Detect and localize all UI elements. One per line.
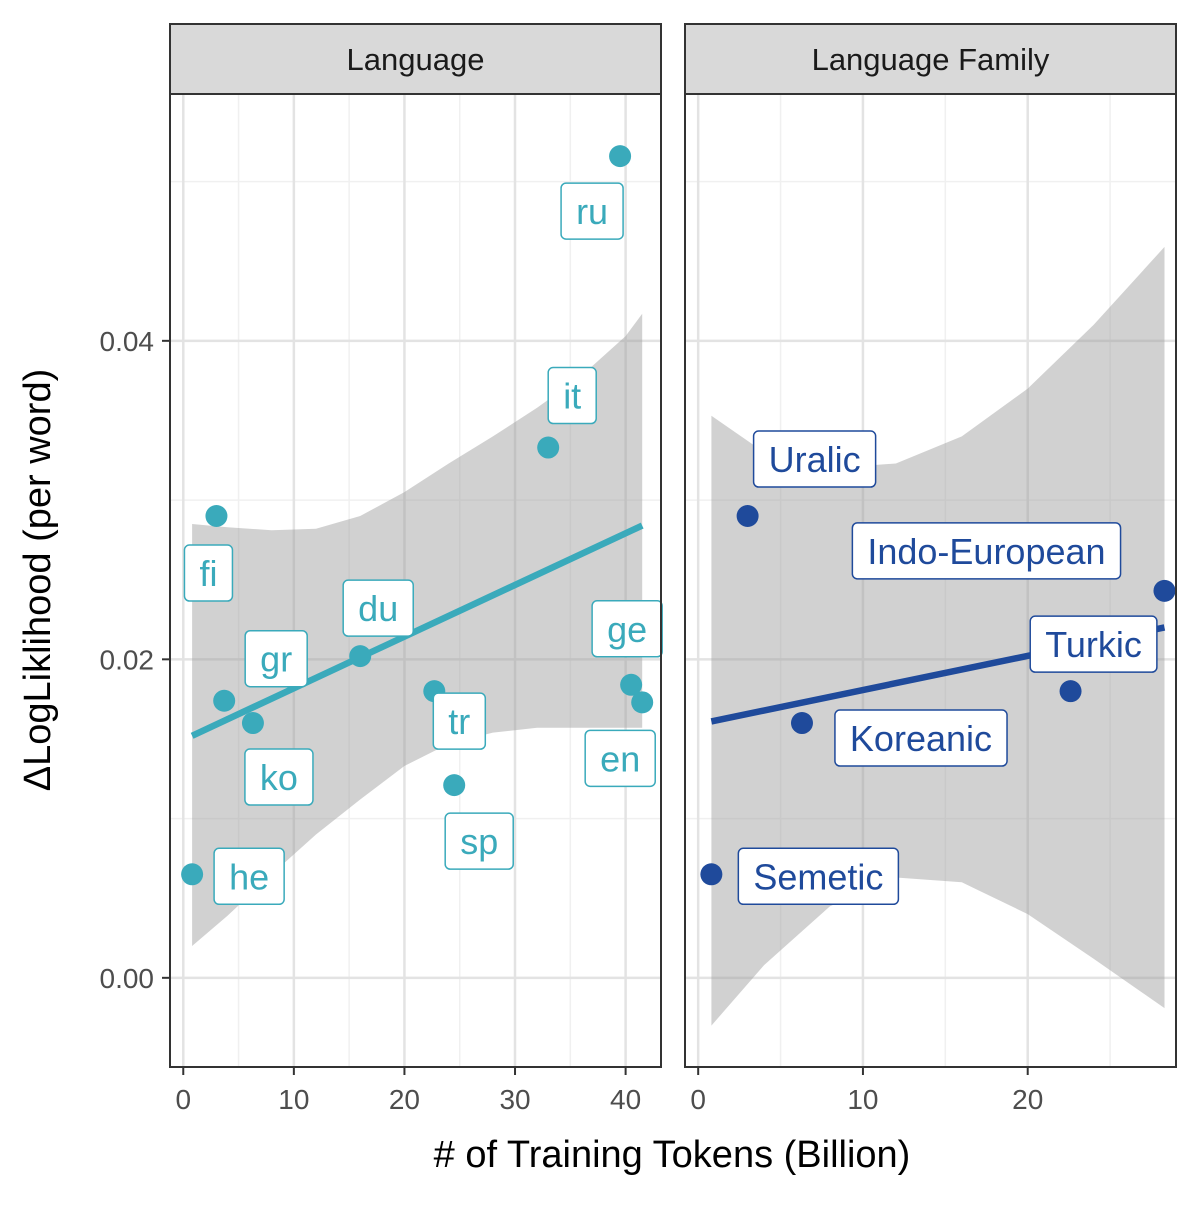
x-tick-label: 10 (278, 1084, 309, 1115)
point-label-he: he (229, 856, 269, 897)
panel-1: ru it fi du ge en gr ko tr sp he Language 0 10 20 30 40 0… (100, 23, 663, 1115)
point-label-box (560, 182, 624, 240)
point-label-box (547, 366, 597, 425)
x-tick-label: 20 (389, 1084, 420, 1115)
point-label-uralic: Uralic (769, 439, 861, 480)
facet-strip (169, 23, 662, 95)
facet-strip-label: Language (347, 42, 485, 77)
point-label-indo-european: Indo-European (867, 531, 1105, 572)
confidence-band (711, 246, 1165, 1026)
data-point-sp (443, 774, 466, 797)
data-point-ge (620, 673, 643, 696)
point-label-box (444, 812, 514, 870)
point-label-fi: fi (199, 553, 217, 594)
data-point-it (537, 436, 560, 459)
data-point-turkic (1059, 680, 1082, 703)
point-label-box (834, 709, 1008, 767)
point-label-gr: gr (260, 639, 292, 680)
point-label-box (342, 579, 414, 637)
data-point-semetic (700, 863, 723, 886)
point-label-tr: tr (448, 701, 470, 742)
x-tick-label: 30 (499, 1084, 530, 1115)
x-tick-label: 40 (610, 1084, 641, 1115)
facet-strip (684, 23, 1177, 95)
point-label-ko: ko (260, 757, 298, 798)
point-label-semetic: Semetic (753, 856, 883, 897)
data-point-indo-european (1153, 579, 1176, 602)
data-point-uralic (736, 505, 759, 528)
point-label-box (737, 847, 900, 906)
x-axis-title: # of Training Tokens (Billion) (434, 1134, 911, 1176)
point-label-ge: ge (607, 609, 647, 650)
data-point-du (349, 645, 372, 668)
point-label-koreanic: Koreanic (850, 718, 992, 759)
y-tick-label: 0.02 (100, 644, 155, 675)
point-label-en: en (600, 738, 640, 779)
data-point-he (181, 863, 204, 886)
data-point-fi (205, 505, 228, 528)
point-label-it: it (563, 375, 581, 416)
x-tick-label: 0 (175, 1084, 191, 1115)
point-label-box (432, 692, 487, 750)
point-label-box (591, 600, 663, 658)
point-label-du: du (358, 588, 398, 629)
point-label-box (752, 430, 877, 488)
regression-line (190, 522, 644, 739)
facet-strip-label: Language Family (812, 42, 1050, 77)
point-label-box (584, 729, 656, 788)
point-label-box (244, 748, 314, 806)
x-tick-label: 10 (847, 1084, 878, 1115)
point-label-turkic: Turkic (1045, 624, 1142, 665)
data-point-koreanic (790, 712, 813, 735)
data-point-en (631, 691, 654, 714)
x-tick-label: 20 (1012, 1084, 1043, 1115)
y-axis-title: ΔLogLiklihood (per word) (17, 369, 59, 792)
y-tick-label: 0.04 (100, 326, 155, 357)
data-point-ko (241, 712, 264, 735)
point-label-box (851, 522, 1122, 580)
point-label-box (213, 847, 285, 906)
point-label-sp: sp (460, 821, 498, 862)
point-label-box (183, 544, 234, 602)
point-label-ru: ru (576, 191, 608, 232)
point-label-box (244, 629, 308, 688)
panel-2: Uralic Indo-European Turkic Koreanic Semetic… (684, 23, 1177, 1115)
y-tick-label: 0.00 (100, 963, 155, 994)
x-tick-label: 0 (690, 1084, 706, 1115)
point-label-box (1029, 615, 1158, 673)
data-point-gr (213, 689, 236, 712)
data-point-ru (609, 145, 632, 168)
